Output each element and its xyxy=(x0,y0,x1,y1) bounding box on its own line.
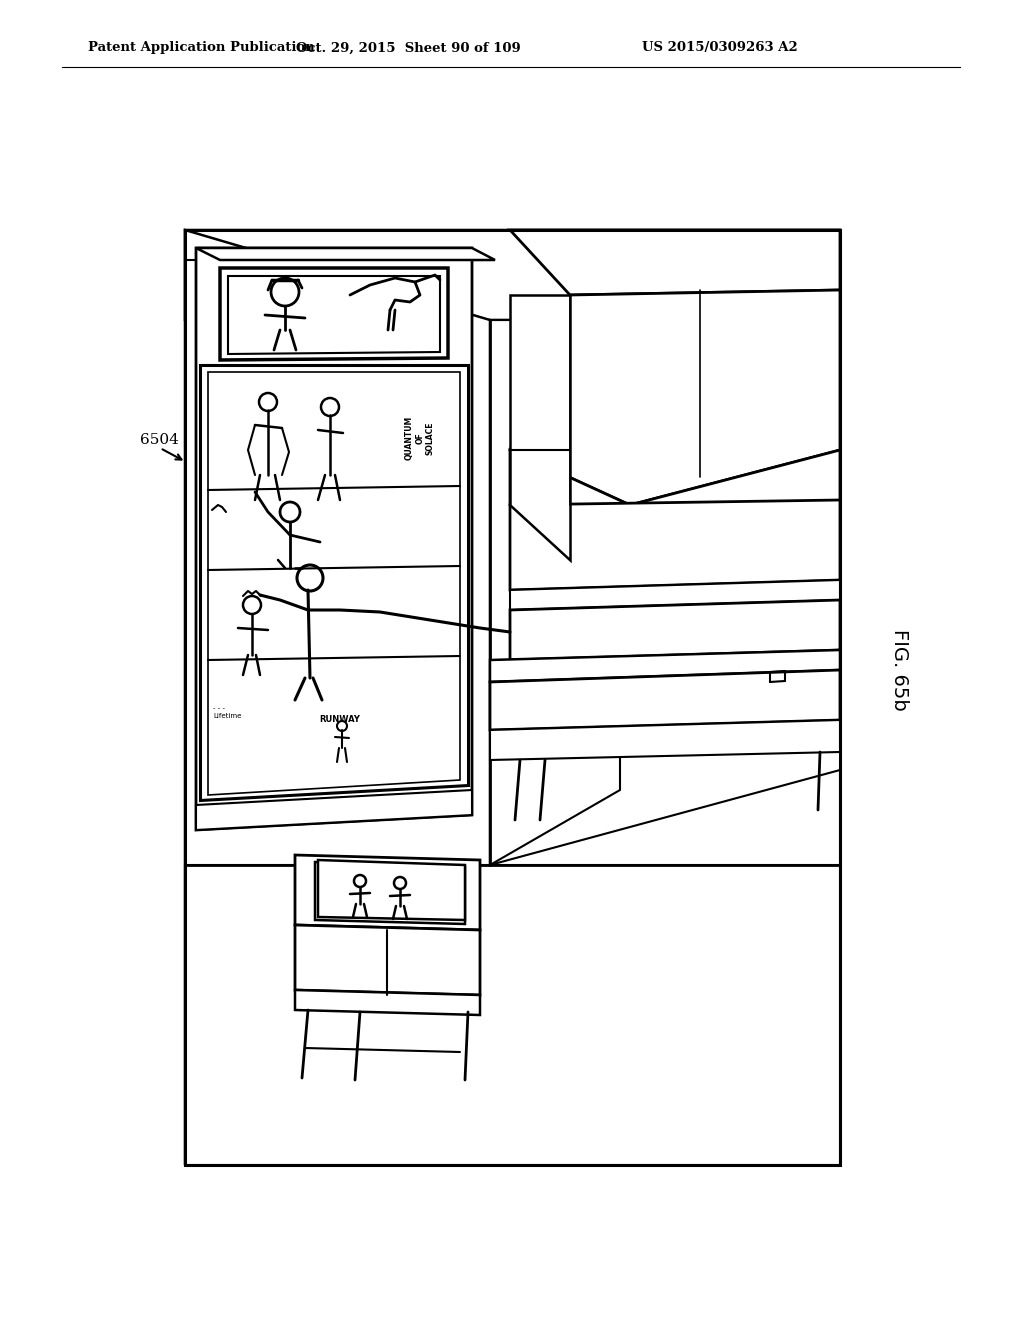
Polygon shape xyxy=(196,789,472,830)
Polygon shape xyxy=(490,719,840,760)
Polygon shape xyxy=(295,990,480,1015)
Bar xyxy=(185,230,840,1166)
Polygon shape xyxy=(185,230,490,1166)
Polygon shape xyxy=(510,290,840,506)
Polygon shape xyxy=(208,372,460,795)
Polygon shape xyxy=(220,268,449,360)
Polygon shape xyxy=(315,862,465,924)
Polygon shape xyxy=(510,450,840,560)
Text: - - -
Lifetime: - - - Lifetime xyxy=(213,705,242,718)
Polygon shape xyxy=(490,319,620,865)
Text: Oct. 29, 2015  Sheet 90 of 109: Oct. 29, 2015 Sheet 90 of 109 xyxy=(296,41,520,54)
Polygon shape xyxy=(185,770,840,1166)
Polygon shape xyxy=(510,230,840,294)
Polygon shape xyxy=(510,601,840,660)
Polygon shape xyxy=(200,366,468,800)
Polygon shape xyxy=(510,294,570,560)
Text: FIG. 65b: FIG. 65b xyxy=(891,630,909,711)
Polygon shape xyxy=(295,855,480,931)
Polygon shape xyxy=(490,649,840,682)
Polygon shape xyxy=(490,671,840,730)
Polygon shape xyxy=(185,230,840,380)
Text: QUANTUM
OF
SOLACE: QUANTUM OF SOLACE xyxy=(406,416,435,461)
Polygon shape xyxy=(510,579,840,610)
Polygon shape xyxy=(318,861,465,920)
Polygon shape xyxy=(228,276,440,354)
Text: 6504: 6504 xyxy=(140,433,179,447)
Bar xyxy=(185,230,840,1166)
Polygon shape xyxy=(295,925,480,995)
Polygon shape xyxy=(510,500,840,590)
Text: US 2015/0309263 A2: US 2015/0309263 A2 xyxy=(642,41,798,54)
Text: Patent Application Publication: Patent Application Publication xyxy=(88,41,314,54)
Polygon shape xyxy=(196,248,472,830)
Text: RUNWAY: RUNWAY xyxy=(319,715,360,725)
Polygon shape xyxy=(196,248,495,260)
